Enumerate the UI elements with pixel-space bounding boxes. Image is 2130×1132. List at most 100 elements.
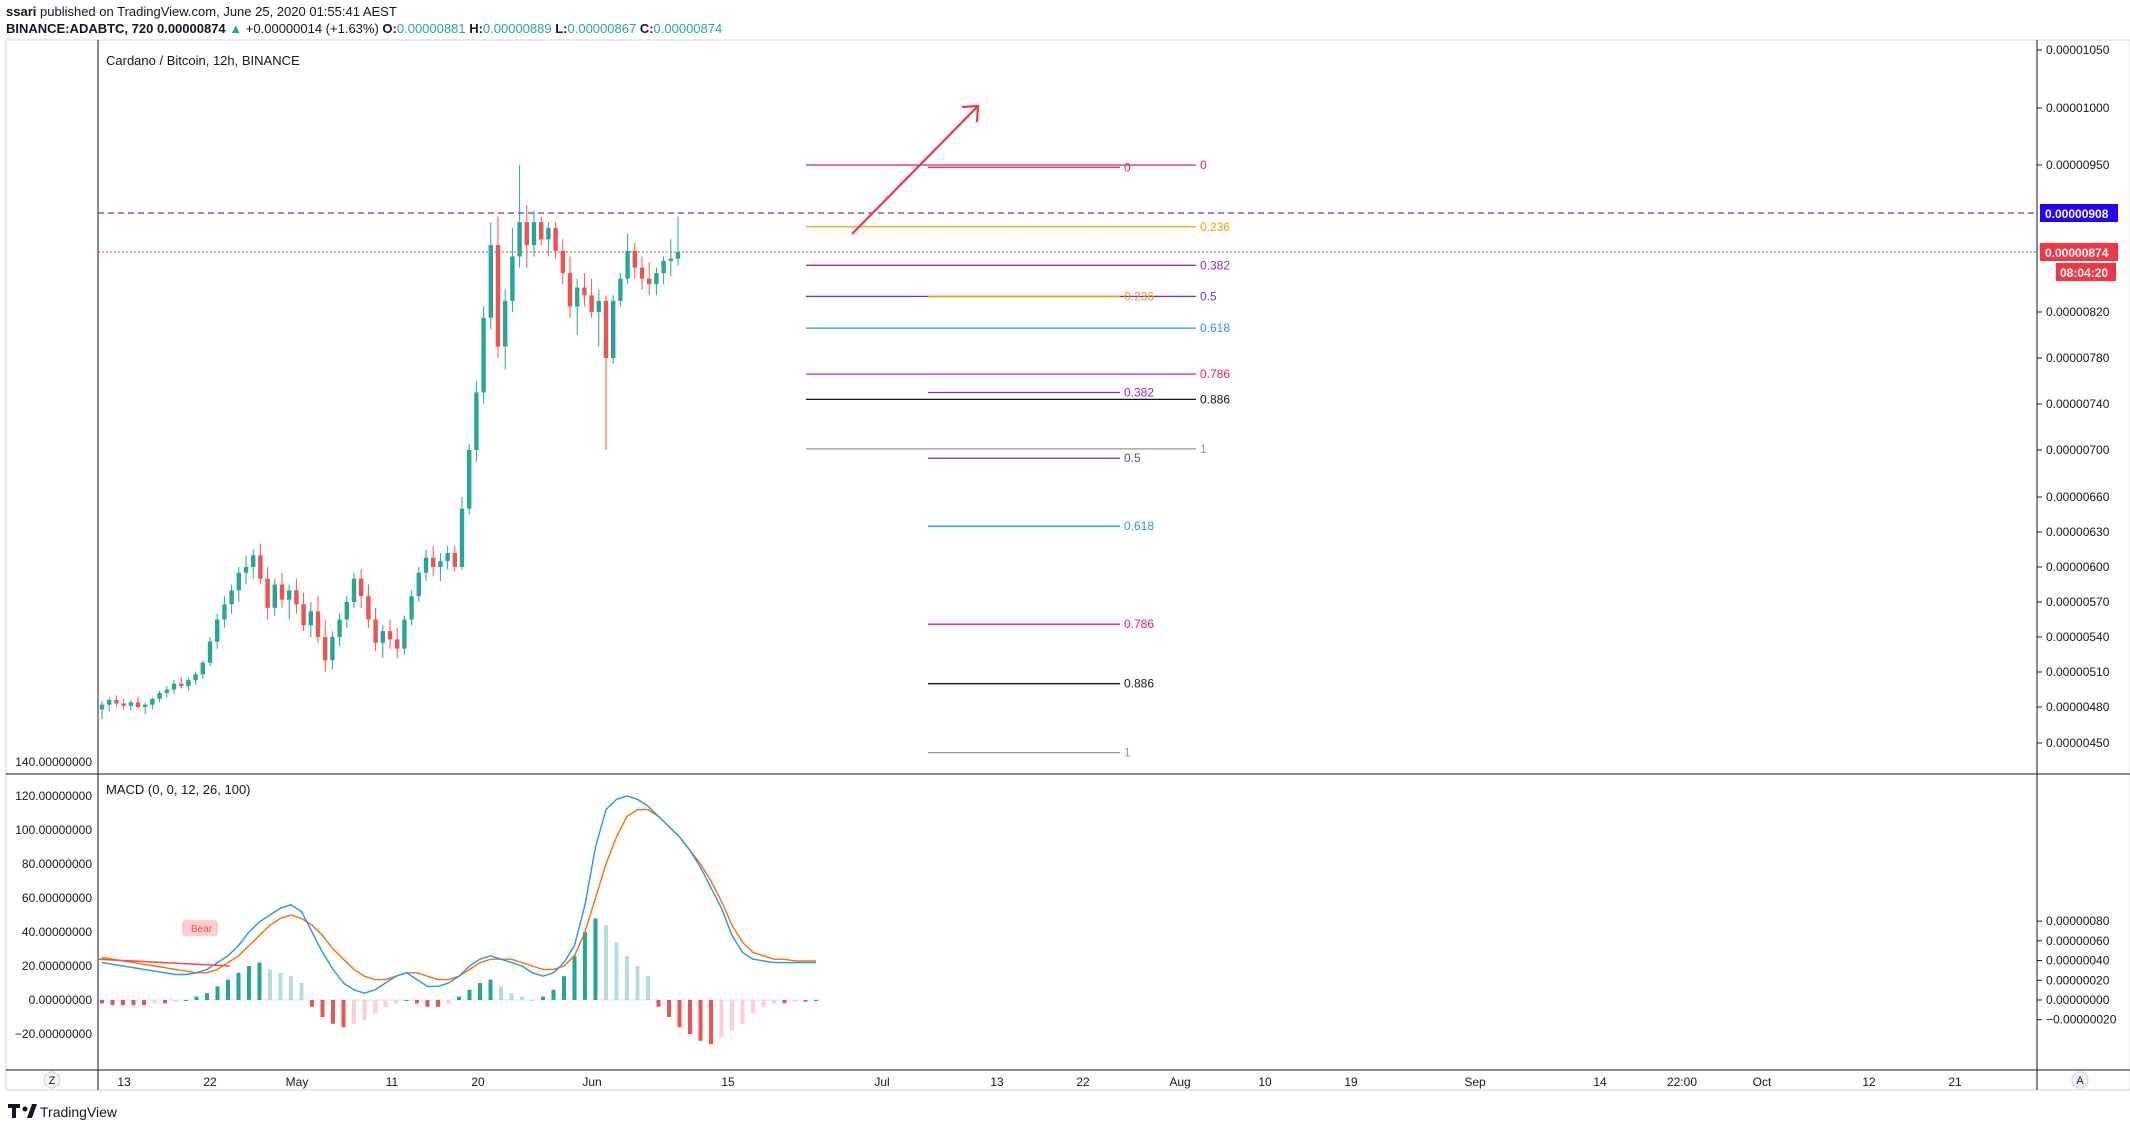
price-axis[interactable]: 0.00001050 0.00001000 0.00000950 0.00000820… [2037,43,2110,750]
macd-left-tick: −20.00000000 [15,1027,92,1041]
auto-scale-button[interactable]: A [2071,1071,2089,1089]
candle-body [445,553,450,562]
macd-right-tick: 0.00000000 [2046,993,2110,1007]
low-label: L: [555,21,568,36]
candle-body [495,245,501,347]
time-tick-label: Oct [1753,1075,1772,1089]
time-tick-label: 19 [1344,1075,1358,1089]
close-label: C: [639,21,654,36]
macd-histogram-bar [572,955,577,1000]
up-triangle-icon: ▲ [229,21,243,36]
publish-info: ssari published on TradingView.com, June… [6,4,397,19]
macd-histogram [100,918,818,1045]
candle-body [481,317,486,393]
chart-title: Cardano / Bitcoin, 12h, BINANCE [106,53,300,68]
macd-histogram-bar [236,972,241,1000]
candle-body [143,704,148,707]
zoom-button-label: Z [49,1075,56,1087]
macd-histogram-bar [257,962,262,1000]
fibonacci-retracement-upper[interactable]: 0 0.236 0.382 0.5 0.618 0.786 0.886 1 [806,158,1230,456]
candlestick-series [99,165,681,719]
time-axis[interactable]: 13 22 May 11 20 Jun 15 Jul 13 22 Aug 10 19 Sep 14 22:00… [117,1075,1962,1089]
countdown-badge [2056,263,2116,281]
candle-body [402,619,407,649]
symbol-info: BINANCE:ADABTC, 720 0.00000874 ▲ +0.0000… [6,21,722,36]
time-tick-label: May [286,1075,309,1089]
close-value: 0.00000874 [653,21,723,36]
candle-body [582,287,587,296]
candle-body [107,700,112,705]
open-label: O: [382,21,397,36]
author-name[interactable]: ssari [6,4,37,19]
time-tick-label: 10 [1258,1075,1272,1089]
price-tick-label: 0.00000570 [2046,595,2110,609]
candle-body [229,590,234,605]
candle-body [596,300,601,312]
macd-histogram-bar [404,1000,409,1001]
fibonacci-retracement-lower[interactable]: 0 0.236 0.382 0.5 0.618 0.786 0.886 1 [928,160,1154,760]
time-tick-label: Aug [1169,1075,1190,1089]
macd-lines [97,795,816,994]
arrow-shaft[interactable] [851,105,979,235]
candle-body [510,256,515,301]
candle-body [387,631,393,640]
candle-body [373,619,378,643]
bear-label: Bear [182,920,218,937]
candle-body [366,596,371,620]
candle-body [611,300,616,358]
macd-left-tick: 140.00000000 [15,755,92,769]
candle-body [258,555,263,579]
macd-left-tick: 60.00000000 [22,891,92,905]
macd-right-tick: 0.00000040 [2046,954,2110,968]
candle-body [654,273,659,285]
price-tick-label: 0.00000660 [2046,490,2110,504]
macd-histogram-bar [467,989,472,1000]
macd-histogram-bar [446,1000,451,1004]
candle-body [308,611,313,626]
macd-axes: 140.00000000 120.00000000 100.00000000 80.0… [15,755,2117,1041]
arrow-head [961,104,980,123]
candle-body [380,631,385,643]
candle-body [301,604,306,626]
candle-body [488,245,493,318]
time-tick-label: 14 [1593,1075,1607,1089]
zoom-button[interactable]: Z [43,1071,61,1089]
candle-body [474,392,479,450]
macd-histogram-bar [478,983,482,1000]
candle-body [560,250,565,274]
macd-histogram-bar [362,1000,367,1021]
candle-body [359,578,364,597]
tradingview-logo-icon [8,1104,37,1118]
alert-price-badge[interactable] [2040,204,2118,222]
fib-lower-level-label: 0.236 [1124,289,1154,303]
candle-body [539,222,544,240]
candle-body [279,584,285,600]
macd-histogram-bar [173,1000,178,1002]
countdown-text: 08:04:20 [2060,266,2108,280]
fib-lower-level-label: 0.5 [1124,451,1141,465]
price-tick-label: 0.00000630 [2046,525,2110,539]
candle-body [323,637,328,661]
fib-upper-level-label: 0.5 [1200,289,1217,303]
alert-price-text: 0.00000908 [2045,207,2109,221]
macd-right-tick: −0.00000020 [2046,1013,2117,1027]
high-label: H: [469,21,483,36]
candle-body [661,260,666,274]
last-price: 0.00000874 [156,21,226,36]
time-tick-label: Jul [874,1075,889,1089]
candle-body [128,702,133,706]
candle-body [243,567,249,573]
macd-right-tick: 0.00000020 [2046,973,2110,987]
time-tick-label: 20 [471,1075,485,1089]
macd-histogram-bar [551,989,556,1000]
macd-histogram-bar [488,979,493,1000]
candle-body [452,553,457,567]
trend-arrow[interactable] [851,104,980,235]
time-tick-label: 22 [203,1075,217,1089]
price-tick-label: 0.00000450 [2046,736,2110,750]
candle-body [589,295,594,312]
fib-upper-level-label: 0.786 [1200,367,1230,381]
macd-histogram-bar [310,1000,314,1007]
macd-left-tick: 40.00000000 [22,925,92,939]
